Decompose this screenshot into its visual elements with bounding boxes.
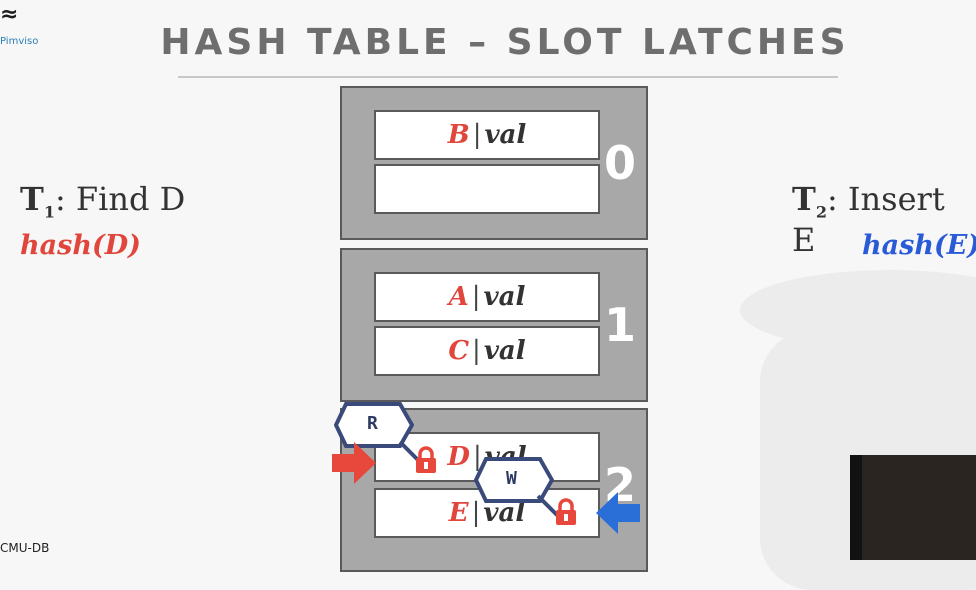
- slot-separator: |: [472, 336, 481, 366]
- slot-key: E: [448, 498, 469, 528]
- bucket-1: A | val C | val 1: [340, 248, 648, 402]
- footer-label: CMU-DB: [0, 541, 50, 555]
- video-overlay: [850, 455, 976, 560]
- t1-label: T1: Find D: [20, 180, 185, 221]
- logo-icon: ≈: [0, 2, 19, 27]
- lock-icon: [416, 446, 436, 473]
- slot-value: val: [484, 120, 527, 150]
- t2-action: : Insert E: [792, 180, 945, 260]
- t1-subscript: 1: [43, 202, 55, 222]
- lock-icon: [556, 498, 576, 525]
- slot-separator: |: [471, 498, 481, 528]
- read-latch-hexagon: [334, 402, 414, 448]
- bucket-number: 0: [604, 136, 637, 190]
- slot-separator: |: [472, 442, 482, 472]
- bucket-0: B | val 0: [340, 86, 648, 240]
- t1-name: T: [20, 180, 44, 218]
- t2-subscript: 2: [815, 202, 827, 222]
- slot-value: val: [483, 336, 526, 366]
- slot-empty: [374, 164, 600, 214]
- read-latch-label: R: [367, 413, 378, 434]
- slot-key: B: [447, 120, 470, 150]
- slot-value: val: [483, 282, 526, 312]
- title-divider: [178, 76, 838, 78]
- t2-name: T: [792, 180, 816, 218]
- t1-action: : Find D: [54, 180, 186, 218]
- t2-hash: hash(E): [862, 230, 976, 261]
- logo-text: Pimviso: [0, 36, 39, 47]
- write-latch-label: W: [506, 468, 517, 489]
- video-feed: [862, 455, 976, 560]
- slot-b: B | val: [374, 110, 600, 160]
- write-arrow-icon: [596, 492, 640, 534]
- slot-c: C | val: [374, 326, 600, 376]
- bucket-number: 1: [604, 298, 637, 352]
- read-arrow-icon: [332, 442, 376, 484]
- t2-label: T2: Insert E: [792, 180, 976, 259]
- slot-key: C: [448, 336, 470, 366]
- logo: ≈ Pimviso: [0, 0, 60, 55]
- slot-key: D: [447, 442, 470, 472]
- slot-separator: |: [472, 120, 482, 150]
- slot-separator: |: [471, 282, 481, 312]
- slot-a: A | val: [374, 272, 600, 322]
- t1-hash: hash(D): [20, 230, 141, 261]
- slot-key: A: [448, 282, 469, 312]
- write-latch-hexagon: [474, 457, 554, 503]
- page-title: HASH TABLE – SLOT LATCHES: [160, 22, 850, 63]
